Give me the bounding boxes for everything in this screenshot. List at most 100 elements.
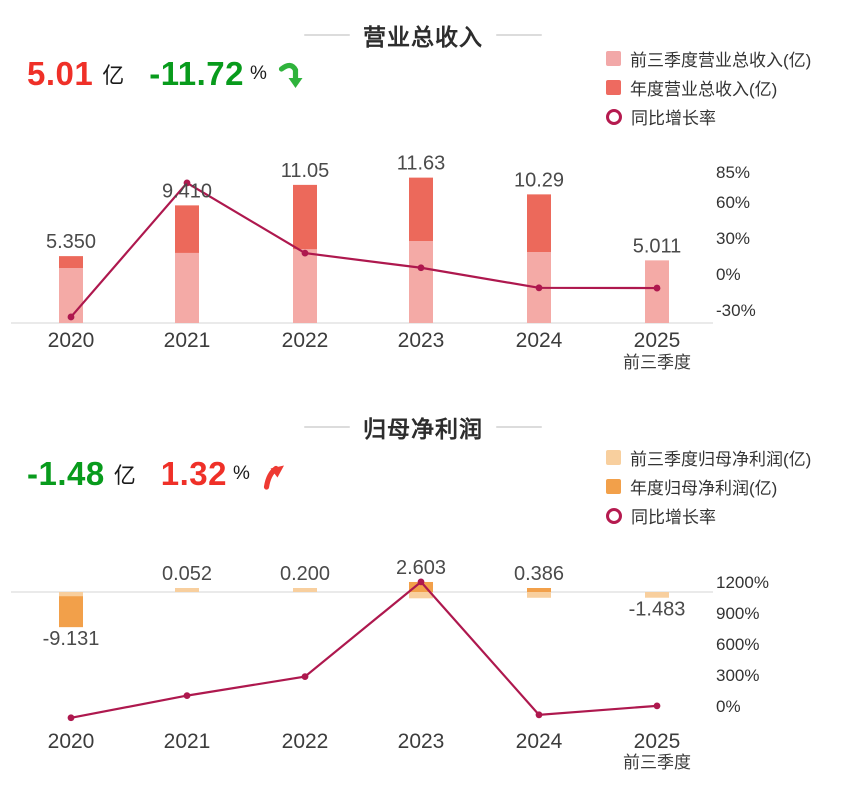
up-arrow-icon <box>261 458 289 491</box>
x-label-2023: 2023 <box>398 730 445 753</box>
x-label-2024: 2024 <box>516 329 563 352</box>
annual-bar-2023 <box>409 581 433 592</box>
x-label-2025: 2025 <box>634 730 681 753</box>
right-axis-tick-1200%: 1200% <box>716 573 769 592</box>
right-axis-tick-300%: 300% <box>716 666 759 685</box>
annual-revenue-swatch-icon <box>606 80 621 95</box>
revenue-headline-value: 5.01 <box>27 55 94 92</box>
legend-label: 年度归母净利润(亿) <box>630 479 778 498</box>
net-profit-legend: 前三季度归母净利润(亿) 年度归母净利润(亿) 同比增长率 <box>606 449 811 527</box>
x-sublabel-2025: 前三季度 <box>623 353 691 372</box>
right-axis-tick--30%: -30% <box>716 301 756 320</box>
yoy-growth-ring-icon <box>606 108 622 125</box>
legend-item-annual-net-profit[interactable]: 年度归母净利润(亿) <box>606 478 811 498</box>
bar-value-label-2022: 11.05 <box>281 160 330 182</box>
yoy-growth-ring-icon <box>606 507 622 524</box>
net-profit-headline-unit: 亿 <box>113 463 136 488</box>
bar-value-label-2021: 0.052 <box>162 563 212 585</box>
right-axis-tick-60%: 60% <box>716 193 750 212</box>
annual-net-profit-swatch-icon <box>606 479 621 494</box>
x-label-2021: 2021 <box>164 730 211 753</box>
q3-bar-2022 <box>293 588 317 592</box>
x-label-2020: 2020 <box>48 329 95 352</box>
q3-bar-2025 <box>645 592 669 598</box>
net-profit-title: 归母净利润 <box>363 416 483 442</box>
yoy-growth-point-2023 <box>417 264 425 272</box>
legend-label: 前三季度归母净利润(亿) <box>630 450 812 469</box>
legend-item-yoy-growth[interactable]: 同比增长率 <box>606 507 811 527</box>
yoy-growth-line <box>70 181 658 318</box>
legend-item-q3-net-profit[interactable]: 前三季度归母净利润(亿) <box>606 449 811 469</box>
bar-value-label-2023: 11.63 <box>397 153 446 175</box>
right-axis-tick-0%: 0% <box>716 265 741 284</box>
q3-bar-2021 <box>175 588 199 592</box>
legend-item-annual-revenue[interactable]: 年度营业总收入(亿) <box>606 79 811 99</box>
legend-label: 前三季度营业总收入(亿) <box>630 51 812 70</box>
right-axis-tick-900%: 900% <box>716 604 759 623</box>
x-label-2022: 2022 <box>282 329 329 352</box>
q3-bar-2025 <box>645 260 669 323</box>
yoy-growth-point-2022 <box>301 673 309 680</box>
yoy-growth-point-2025 <box>653 702 661 710</box>
net-profit-title-row: 归母净利润 <box>0 410 846 444</box>
yoy-growth-point-2021 <box>183 692 191 700</box>
x-label-2022: 2022 <box>282 730 329 753</box>
q3-bar-2023 <box>409 592 433 599</box>
legend-item-yoy-growth[interactable]: 同比增长率 <box>606 108 811 128</box>
yoy-growth-point-2024 <box>535 284 543 292</box>
net-profit-headline-value: -1.48 <box>27 455 105 492</box>
right-axis-tick-85%: 85% <box>716 163 750 182</box>
title-dash-right <box>496 426 542 428</box>
right-axis-tick-30%: 30% <box>716 229 750 248</box>
revenue-legend: 前三季度营业总收入(亿) 年度营业总收入(亿) 同比增长率 <box>606 50 811 128</box>
x-label-2020: 2020 <box>48 730 95 753</box>
title-dash-left <box>304 426 350 428</box>
title-dash-left <box>304 34 350 36</box>
bar-value-label-2024: 10.29 <box>514 169 564 191</box>
q3-bar-2022 <box>293 249 317 323</box>
bar-value-label-2021: 9.410 <box>162 180 212 202</box>
yoy-growth-point-2021 <box>183 179 191 187</box>
right-axis-tick-0%: 0% <box>716 697 741 716</box>
q3-revenue-swatch-icon <box>606 51 621 66</box>
q3-bar-2020 <box>59 592 83 597</box>
bar-value-label-2022: 0.200 <box>280 563 330 585</box>
legend-label: 同比增长率 <box>631 109 716 128</box>
bar-value-label-2023: 2.603 <box>396 557 446 579</box>
yoy-growth-line <box>70 580 658 719</box>
yoy-growth-point-2020 <box>67 313 75 321</box>
q3-bar-2021 <box>175 252 199 323</box>
x-label-2024: 2024 <box>516 730 563 753</box>
yoy-growth-point-2022 <box>301 249 309 257</box>
bar-value-label-2025: -1.483 <box>629 599 686 621</box>
q3-net-profit-swatch-icon <box>606 450 621 465</box>
net-profit-headline: -1.48 亿 1.32 % <box>27 455 289 493</box>
q3-bar-2023 <box>409 241 433 323</box>
revenue-title-row: 营业总收入 <box>0 18 846 52</box>
legend-label: 同比增长率 <box>631 508 716 527</box>
q3-bar-2024 <box>527 592 551 598</box>
yoy-growth-point-2024 <box>535 711 543 719</box>
revenue-headline-percent-sign: % <box>250 63 267 84</box>
x-label-2023: 2023 <box>398 329 445 352</box>
yoy-growth-point-2020 <box>67 714 75 722</box>
yoy-growth-point-2025 <box>653 284 661 292</box>
annual-bar-2024 <box>527 588 551 592</box>
down-arrow-icon <box>278 58 306 91</box>
x-label-2025: 2025 <box>634 329 681 352</box>
net-profit-headline-percent-sign: % <box>232 463 250 484</box>
yoy-growth-point-2023 <box>417 578 425 586</box>
bar-value-label-2020: 5.350 <box>46 231 96 253</box>
net-profit-chart-plot: -9.131 0.052 0.200 2.603 0.386 -1.483 2020 2021… <box>11 557 769 772</box>
title-dash-right <box>496 34 542 36</box>
bar-value-label-2025: 5.011 <box>633 235 682 257</box>
bar-value-label-2024: 0.386 <box>514 563 564 585</box>
bar-value-label-2020: -9.131 <box>43 628 100 650</box>
x-sublabel-2025: 前三季度 <box>623 753 691 772</box>
net-profit-headline-change: 1.32 <box>160 455 227 492</box>
legend-item-q3-revenue[interactable]: 前三季度营业总收入(亿) <box>606 50 811 70</box>
revenue-chart-plot: 5.350 9.410 11.05 11.63 10.29 5.011 2020 2021 20… <box>11 153 756 372</box>
revenue-headline: 5.01 亿 -11.72 % <box>27 55 306 93</box>
